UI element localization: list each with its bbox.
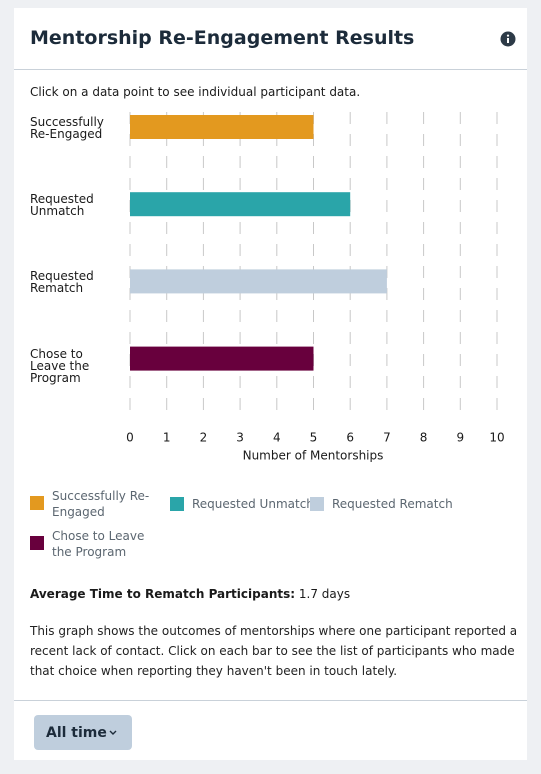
divider xyxy=(14,69,527,70)
bar[interactable] xyxy=(130,269,387,294)
legend-label: Requested Unmatch xyxy=(192,497,314,511)
y-tick-label: Chose to Leave the Program xyxy=(30,346,90,385)
time-range-button[interactable]: All time xyxy=(34,715,132,750)
card-title: Mentorship Re-Engagement Results xyxy=(30,27,415,49)
legend-item[interactable]: Successfully Re-Engaged xyxy=(30,488,152,520)
x-tick-label: 1 xyxy=(163,431,171,445)
bar[interactable] xyxy=(130,346,314,371)
x-tick-label: 10 xyxy=(489,431,504,445)
legend-swatch xyxy=(170,497,184,511)
divider xyxy=(14,700,527,701)
legend-swatch xyxy=(310,497,324,511)
y-tick-label: Requested Rematch xyxy=(30,269,94,296)
chevron xyxy=(109,730,117,735)
legend-item[interactable]: Chose to Leave the Program xyxy=(30,528,162,560)
legend-label: Requested Rematch xyxy=(332,497,453,511)
legend-item[interactable]: Requested Unmatch xyxy=(170,496,332,512)
x-tick-label: 9 xyxy=(456,431,464,445)
x-tick-label: 6 xyxy=(346,431,354,445)
summary: Average Time to Rematch Participants: 1.… xyxy=(30,588,350,600)
x-tick-label: 2 xyxy=(200,431,208,445)
instruction: Click on a data point to see individual … xyxy=(30,85,361,99)
y-tick-label: Successfully Re-Engaged xyxy=(30,115,104,141)
x-tick-label: 5 xyxy=(310,431,318,445)
summary-value: 1.7 days xyxy=(298,587,351,601)
x-tick-label: 8 xyxy=(420,431,428,445)
x-axis-label: Number of Mentorships xyxy=(243,449,384,463)
x-tick-label: 7 xyxy=(383,431,391,445)
summary-label: Average Time to Rematch Participants: xyxy=(30,587,296,601)
chart: Number of Mentorships 0 1 2 3 4 5 6 7 8 9 10 xyxy=(126,112,505,463)
x-tick-label: 4 xyxy=(273,431,281,445)
button-label: All time xyxy=(46,725,107,741)
info-icon[interactable] xyxy=(500,31,516,47)
legend-label: Chose to Leave the Program xyxy=(52,529,145,559)
bar[interactable] xyxy=(130,192,351,217)
bar[interactable] xyxy=(130,115,314,139)
y-tick-label: Requested Unmatch xyxy=(30,192,94,219)
x-tick-label: 0 xyxy=(126,431,134,445)
legend-swatch xyxy=(30,536,44,550)
legend-label: Successfully Re-Engaged xyxy=(52,489,150,519)
description: This graph shows the outcomes of mentors… xyxy=(30,624,518,678)
legend-item[interactable]: Requested Rematch xyxy=(310,496,472,512)
legend-swatch xyxy=(30,496,44,510)
x-tick-label: 3 xyxy=(236,431,244,445)
